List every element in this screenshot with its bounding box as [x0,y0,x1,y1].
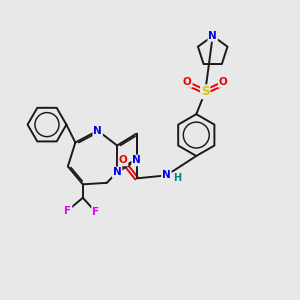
Text: N: N [93,126,102,136]
Text: N: N [162,170,171,180]
Text: O: O [183,77,192,87]
Text: N: N [132,155,141,166]
Text: N: N [208,31,217,41]
Text: S: S [201,85,209,98]
Text: F: F [64,206,71,216]
Text: H: H [173,173,181,183]
Text: O: O [219,77,227,87]
Text: N: N [113,167,122,177]
Text: F: F [92,207,99,217]
Text: O: O [119,155,128,166]
